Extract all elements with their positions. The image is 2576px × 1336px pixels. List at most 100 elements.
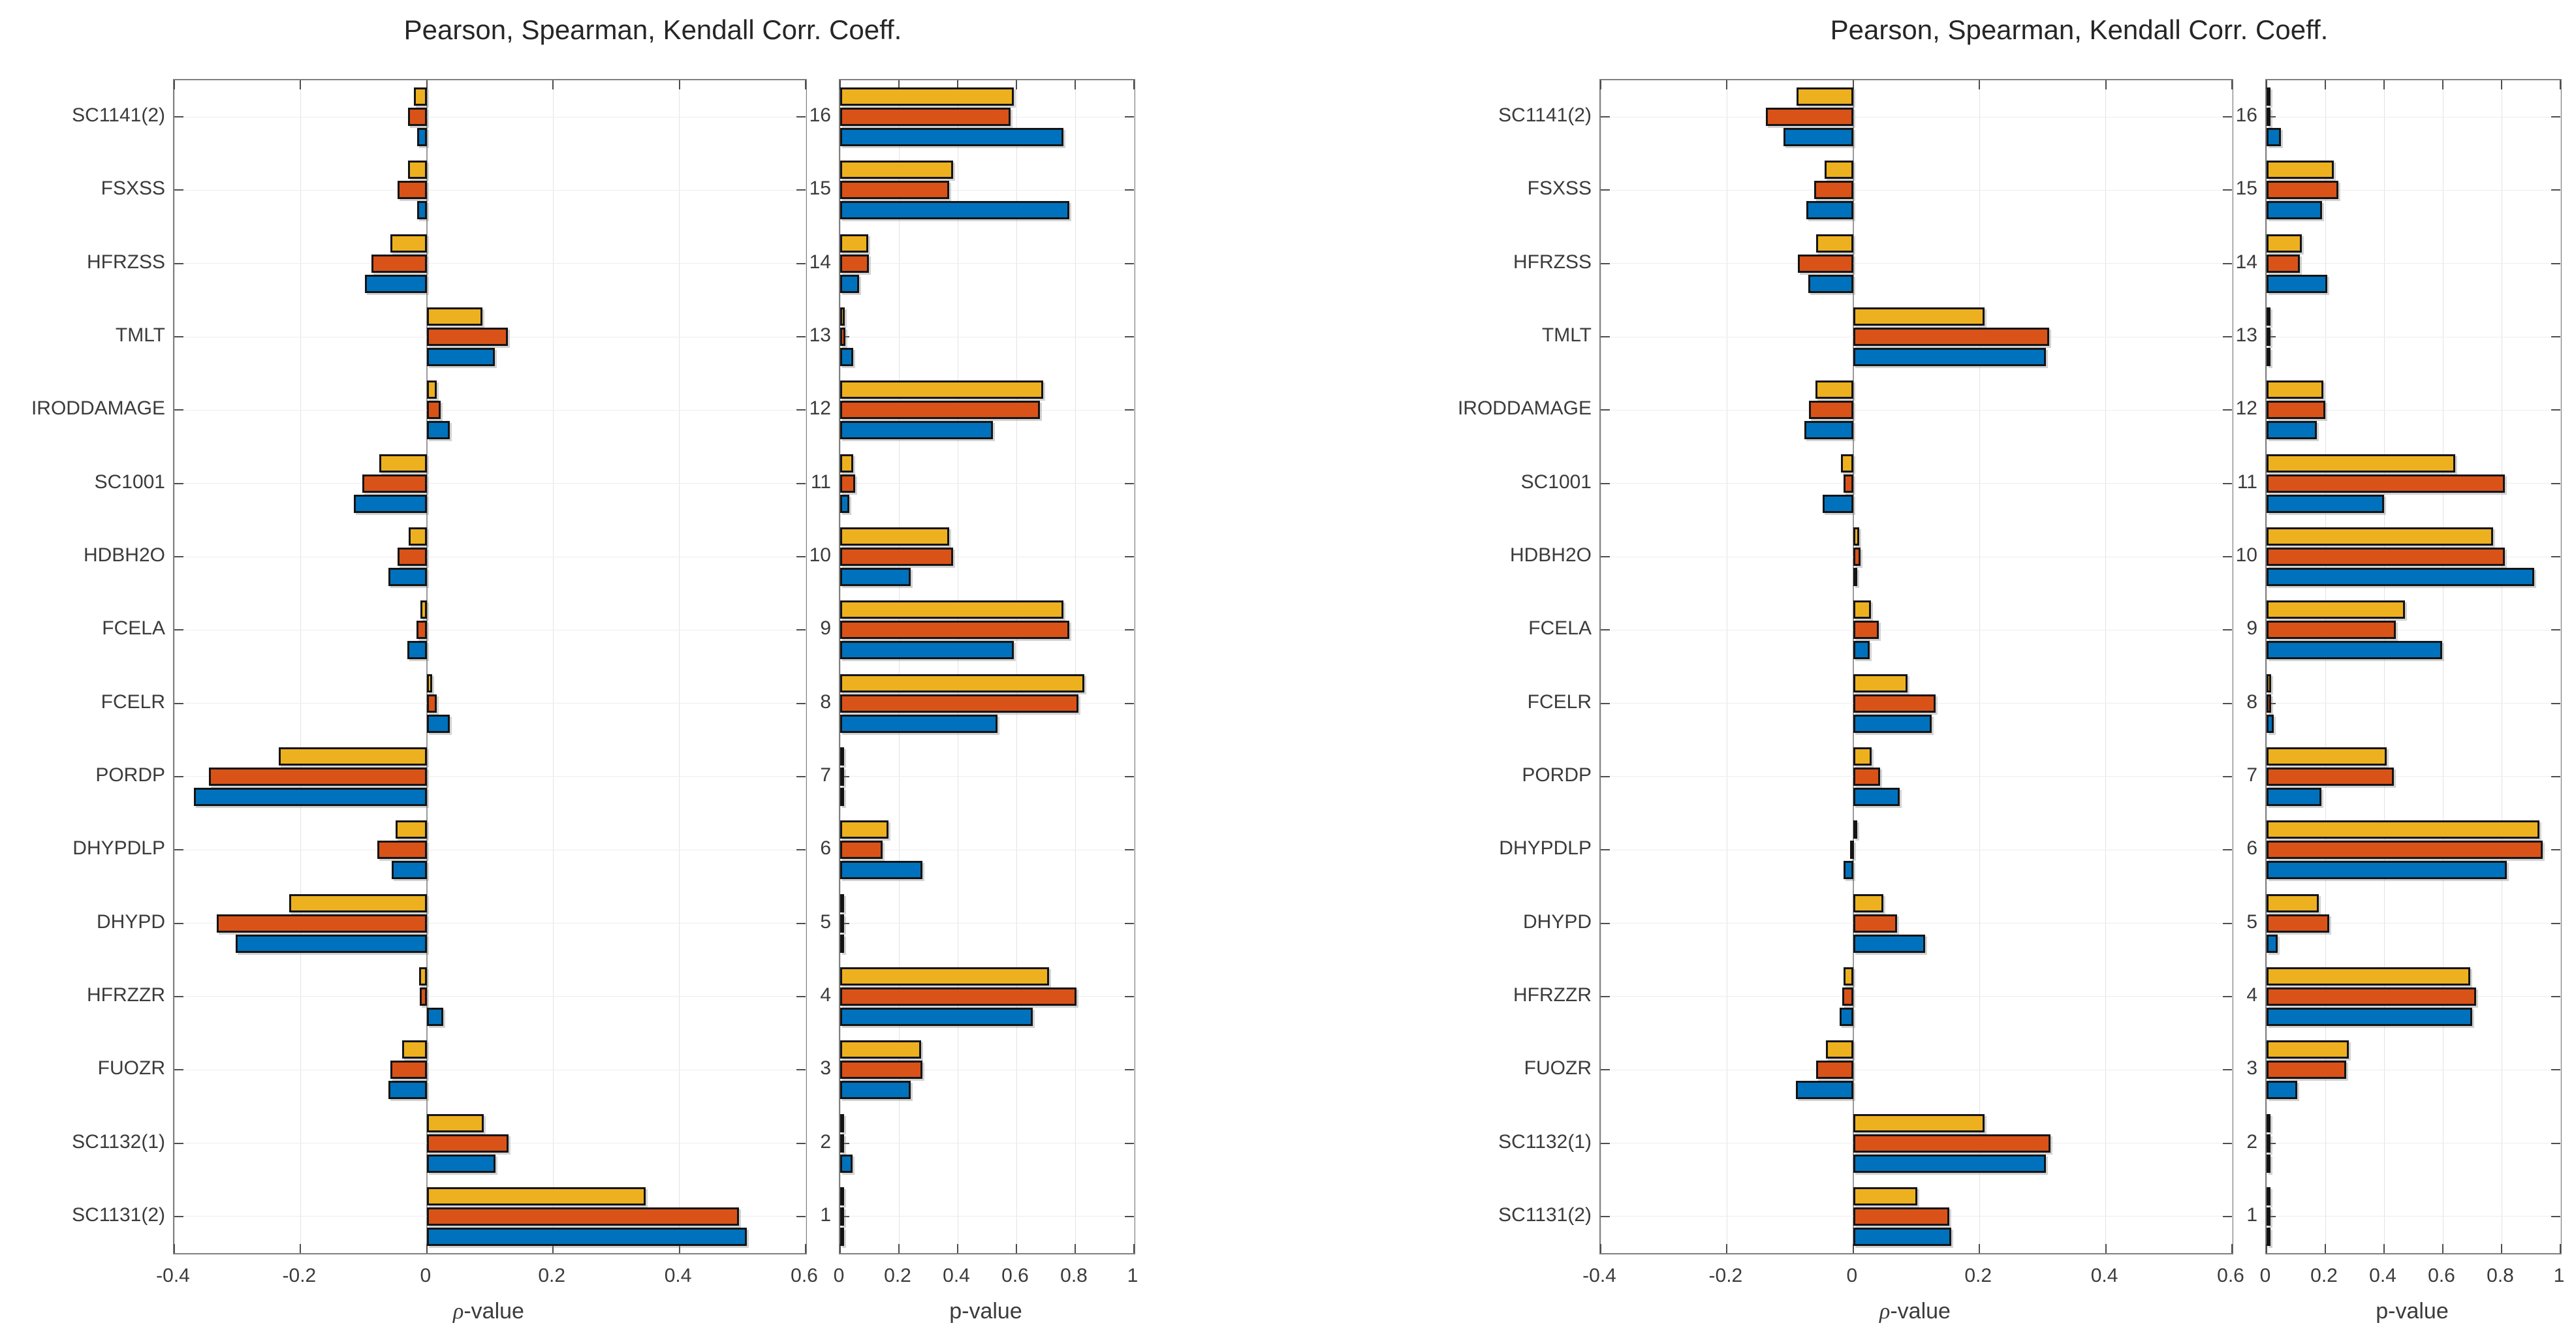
- horizontal-gridline: [174, 923, 806, 924]
- y-axis-tick: [2551, 922, 2560, 924]
- bar-spearman: [2267, 1134, 2270, 1153]
- y-axis-tick: [2223, 556, 2232, 558]
- bar-pearson: [2267, 421, 2317, 440]
- bar-spearman: [390, 1061, 427, 1080]
- bar-spearman: [216, 914, 427, 933]
- x-axis-tick: [1852, 80, 1854, 89]
- y-axis-tick: [1601, 189, 1610, 191]
- bar-kendall: [840, 747, 844, 766]
- x-axis-label: ρ-value: [453, 1299, 524, 1324]
- bar-kendall: [379, 454, 427, 473]
- row-number-label: 16: [809, 104, 831, 127]
- bar-spearman: [2267, 108, 2270, 127]
- category-label: TMLT: [115, 324, 165, 347]
- bar-spearman: [2267, 401, 2326, 420]
- y-axis-tick: [2551, 116, 2560, 118]
- bar-spearman: [426, 401, 441, 420]
- bar-spearman: [1853, 914, 1898, 933]
- row-number-label: 10: [2235, 544, 2257, 567]
- bar-spearman: [840, 254, 870, 273]
- zero-axis-line: [1853, 80, 1855, 1253]
- x-tick-label: 0.4: [2369, 1265, 2396, 1286]
- bar-spearman: [1814, 181, 1853, 200]
- row-number-label: 1: [820, 1204, 831, 1226]
- bar-kendall: [840, 1187, 844, 1205]
- y-axis-tick: [2267, 116, 2276, 118]
- bar-kendall: [1853, 893, 1884, 912]
- bar-spearman: [840, 621, 1069, 640]
- horizontal-gridline: [174, 263, 806, 264]
- x-axis-tick: [552, 80, 554, 89]
- bar-kendall: [840, 454, 854, 473]
- y-axis-tick: [1125, 849, 1134, 851]
- y-axis-tick: [840, 1142, 849, 1144]
- y-axis-tick: [840, 922, 849, 924]
- row-number-label: 11: [810, 471, 831, 493]
- bar-pearson: [1853, 348, 2046, 367]
- x-axis-tick: [1600, 80, 1601, 89]
- y-axis-tick: [1601, 775, 1610, 777]
- x-axis-label: p-value: [949, 1299, 1022, 1324]
- x-axis-tick: [1075, 80, 1076, 89]
- row-number-label: 16: [2235, 104, 2257, 127]
- y-axis-tick: [174, 409, 183, 411]
- y-axis-tick: [2551, 262, 2560, 264]
- x-tick-label: 0: [833, 1265, 845, 1286]
- x-axis-tick: [2560, 1244, 2561, 1253]
- row-number-label: 12: [2235, 397, 2257, 420]
- bar-kendall: [840, 527, 949, 546]
- bar-kendall: [840, 674, 1084, 692]
- category-label: IRODDAMAGE: [1457, 397, 1592, 420]
- bar-pearson: [1795, 1081, 1853, 1100]
- category-label: TMLT: [1541, 324, 1592, 347]
- vertical-gridline: [2560, 80, 2561, 1253]
- bar-spearman: [1853, 1207, 1949, 1226]
- bar-kendall: [289, 893, 427, 912]
- bar-pearson: [426, 421, 450, 440]
- x-tick-label: 0.2: [538, 1265, 566, 1286]
- y-axis-tick: [1601, 116, 1610, 118]
- bar-spearman: [2267, 1207, 2270, 1226]
- x-axis-tick: [957, 80, 958, 89]
- bar-spearman: [398, 548, 427, 567]
- y-axis-tick: [174, 262, 183, 264]
- y-axis-tick: [1125, 1069, 1134, 1071]
- category-label: SC1141(2): [72, 104, 165, 127]
- category-label: DHYPDLP: [72, 837, 165, 860]
- y-axis-tick: [2551, 1142, 2560, 1144]
- horizontal-gridline: [1601, 996, 2232, 997]
- y-axis-tick: [796, 336, 806, 338]
- x-axis-tick: [1075, 1244, 1076, 1253]
- y-axis-tick: [2223, 116, 2232, 118]
- x-axis-tick: [2383, 1244, 2385, 1253]
- bar-pearson: [2267, 494, 2385, 513]
- y-axis-tick: [2223, 336, 2232, 338]
- bar-spearman: [2267, 621, 2396, 640]
- y-axis-tick: [1601, 482, 1610, 484]
- bar-kendall: [407, 161, 427, 179]
- y-axis-tick: [1125, 775, 1134, 777]
- horizontal-gridline: [840, 189, 1134, 191]
- category-label: SC1132(1): [1498, 1130, 1592, 1153]
- bar-pearson: [1853, 568, 1857, 587]
- bar-spearman: [840, 1134, 844, 1153]
- bar-spearman: [840, 1207, 844, 1226]
- bar-pearson: [426, 1227, 747, 1246]
- bar-pearson: [1804, 421, 1853, 440]
- horizontal-gridline: [2267, 263, 2560, 264]
- row-number-label: 10: [809, 544, 831, 567]
- x-axis-tick: [2266, 80, 2267, 89]
- x-tick-label: -0.4: [156, 1265, 190, 1286]
- horizontal-gridline: [840, 483, 1134, 484]
- bar-pearson: [840, 494, 849, 513]
- bar-pearson: [840, 934, 844, 953]
- bar-pearson: [840, 201, 1069, 220]
- bar-pearson: [407, 641, 427, 660]
- rho-chart-panel: [173, 79, 807, 1254]
- x-axis-tick: [1979, 80, 1981, 89]
- bar-kendall: [278, 747, 427, 766]
- bar-kendall: [1841, 454, 1853, 473]
- category-label: HDBH2O: [1509, 544, 1592, 567]
- vertical-gridline: [2231, 80, 2233, 1253]
- bar-spearman: [1766, 108, 1853, 127]
